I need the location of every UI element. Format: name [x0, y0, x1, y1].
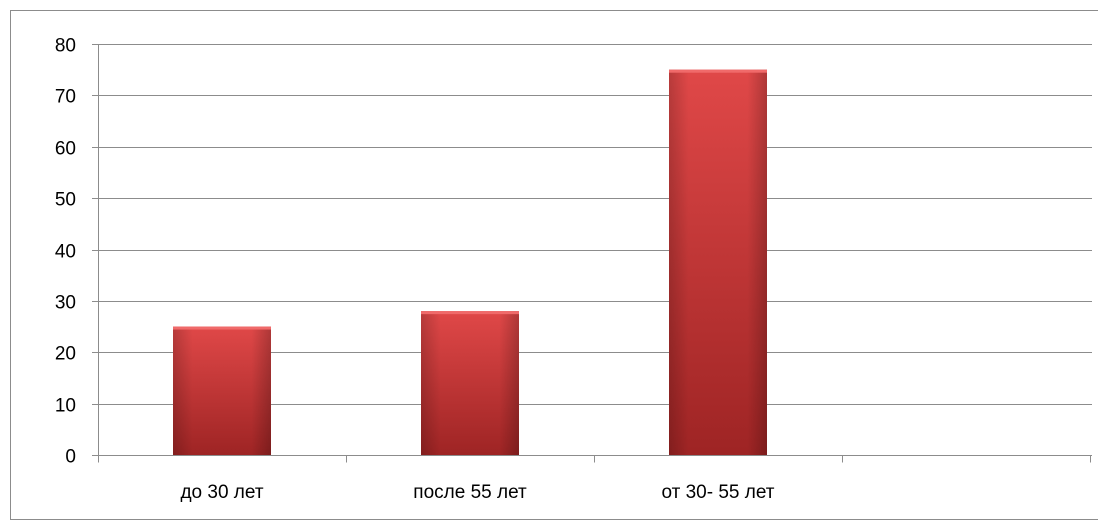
y-tick-label: 60 [55, 139, 76, 160]
category-label: до 30 лет [180, 482, 263, 503]
bar-top-edge [669, 69, 767, 73]
bar-shading [669, 69, 767, 455]
y-tick-label: 30 [55, 293, 76, 314]
y-tick-labels: 0 10 20 30 40 50 60 70 80 [55, 36, 76, 468]
bar-group [173, 326, 271, 455]
axes [92, 44, 1092, 463]
category-labels: до 30 лет после 55 лет от 30- 55 лет [180, 482, 774, 503]
y-tick-label: 50 [55, 190, 76, 211]
y-tick-label: 70 [55, 87, 76, 108]
y-tick-label: 10 [55, 396, 76, 417]
bar-group [421, 311, 519, 455]
category-label: после 55 лет [413, 482, 527, 503]
bar-shading [421, 311, 519, 455]
bar-top-edge [421, 311, 519, 315]
bar-group [669, 69, 767, 455]
bar-top-edge [173, 326, 271, 330]
y-tick-label: 0 [65, 447, 76, 468]
bars [173, 69, 767, 455]
category-label: от 30- 55 лет [661, 482, 774, 503]
y-tick-label: 40 [55, 242, 76, 263]
bar-shading [173, 326, 271, 455]
y-tick-label: 20 [55, 344, 76, 365]
bar-chart: 0 10 20 30 40 50 60 70 80 до 30 лет после 55 лет о… [55, 36, 1092, 503]
y-tick-label: 80 [55, 36, 76, 57]
